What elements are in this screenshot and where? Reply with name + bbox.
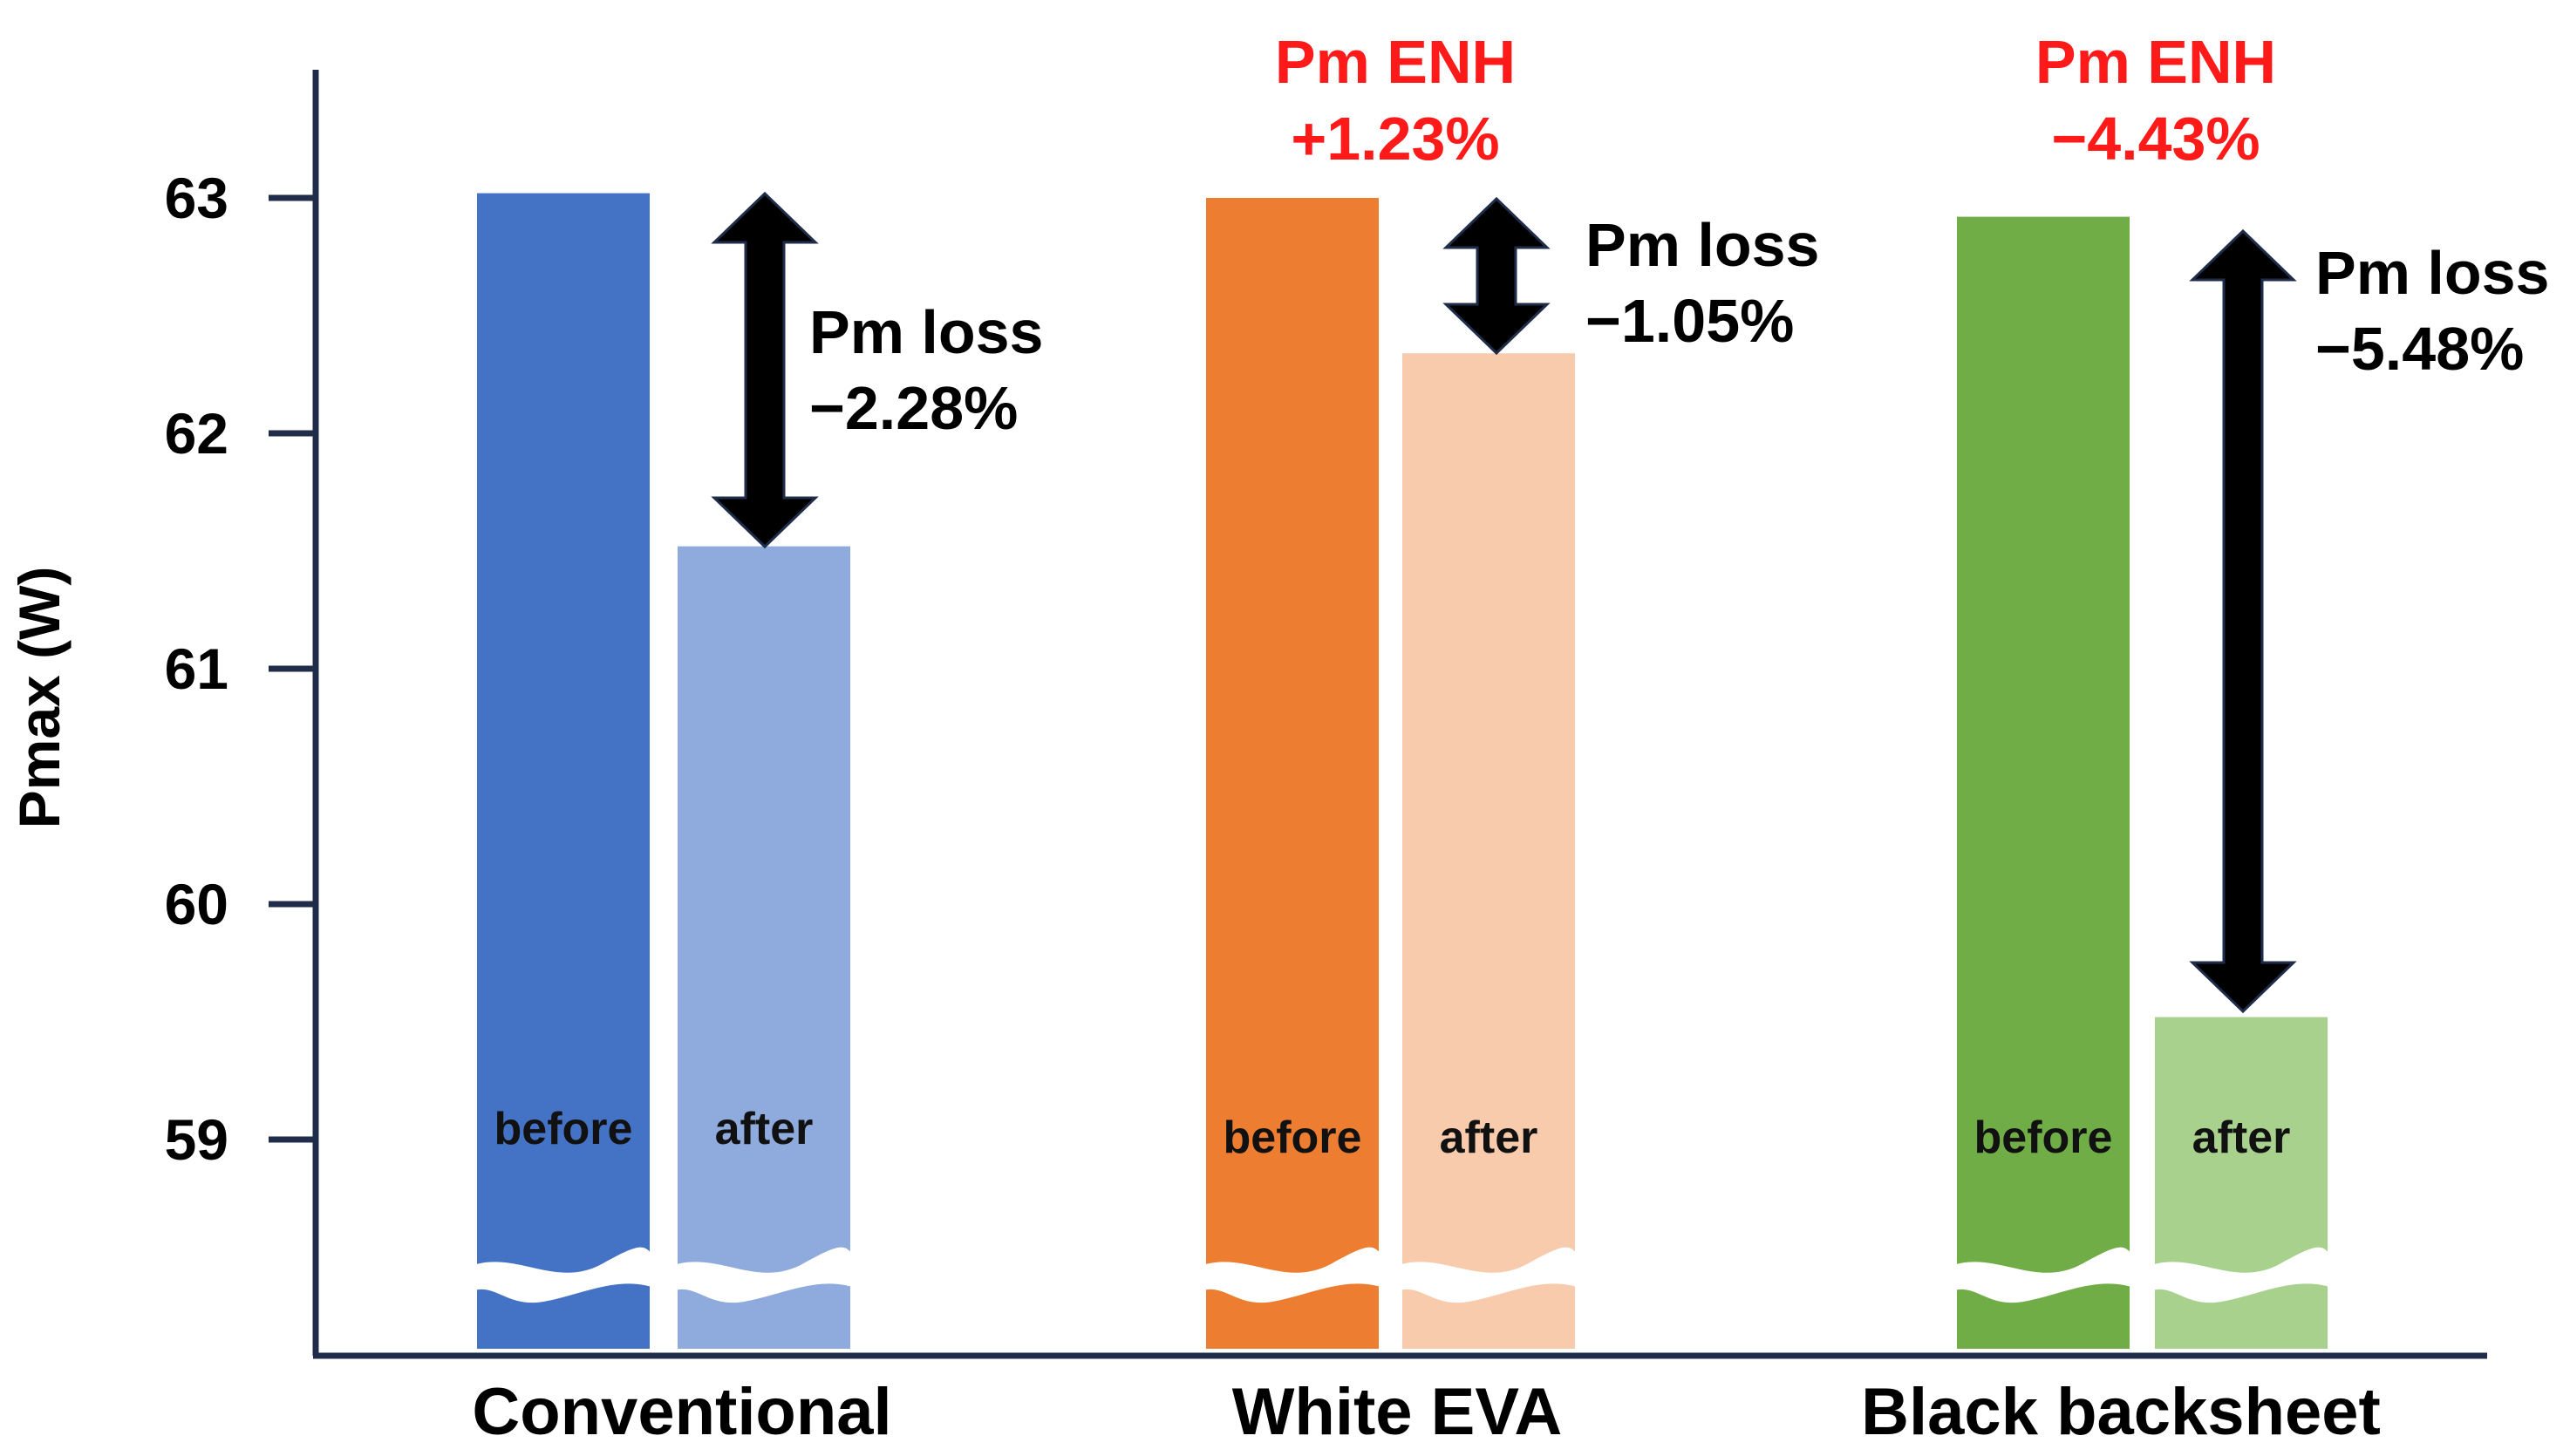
y-tick-label: 62 [165, 401, 228, 466]
bar-label-after: after [2192, 1112, 2291, 1163]
y-tick-label: 61 [165, 636, 228, 701]
axes: 59 60 61 62 63 Conventional White EVA Black bac… [165, 70, 2487, 1449]
annotations: Pm loss −2.28% Pm loss −1.05% Pm ENH +1.23% Pm… [711, 28, 2549, 1014]
bar-black-backsheet-before [1957, 216, 2130, 1350]
x-category-label: Conventional [472, 1375, 891, 1449]
pm-loss-title: Pm loss [2315, 239, 2549, 307]
bar-label-before: before [1224, 1112, 1362, 1163]
x-category-label: White EVA [1232, 1375, 1563, 1449]
axis-break-mark [665, 1247, 863, 1303]
bar-white-eva-before [1206, 198, 1379, 1349]
pm-enh-title: Pm ENH [1275, 28, 1516, 96]
pm-loss-value: −5.48% [2315, 315, 2524, 383]
pm-enh-title: Pm ENH [2035, 28, 2276, 96]
pm-enh-value: −4.43% [2051, 105, 2260, 173]
axis-break-mark [1944, 1247, 2143, 1303]
bar-label-after: after [715, 1104, 814, 1154]
pm-loss-arrow [2189, 228, 2297, 1014]
y-tick-label: 63 [165, 166, 228, 230]
axis-break-mark [2142, 1247, 2341, 1303]
pm-loss-value: −1.05% [1585, 287, 1794, 355]
x-category-label: Black backsheet [1861, 1375, 2381, 1449]
pm-loss-title: Pm loss [809, 298, 1043, 366]
bar-label-after: after [1440, 1112, 1538, 1163]
pm-enh-value: +1.23% [1291, 105, 1499, 173]
y-axis-title: Pmax (W) [7, 567, 72, 829]
y-tick-label: 59 [165, 1107, 228, 1172]
bar-label-before: before [494, 1104, 633, 1154]
bar-black-backsheet-after [2155, 1017, 2328, 1349]
bar-white-eva-after [1402, 353, 1575, 1350]
bars: before after before after before after [464, 193, 2341, 1350]
bar-label-before: before [1974, 1112, 2113, 1163]
bar-conventional-after [678, 546, 850, 1349]
bar-conventional-before [477, 193, 650, 1350]
pm-loss-title: Pm loss [1585, 211, 1819, 279]
y-tick-label: 60 [165, 872, 228, 936]
pm-loss-arrow [711, 191, 819, 549]
pm-loss-value: −2.28% [809, 374, 1018, 442]
axis-break-mark [1389, 1247, 1588, 1303]
axis-break-mark [464, 1247, 663, 1303]
axis-break-mark [1193, 1247, 1392, 1303]
pm-loss-arrow [1442, 196, 1551, 356]
